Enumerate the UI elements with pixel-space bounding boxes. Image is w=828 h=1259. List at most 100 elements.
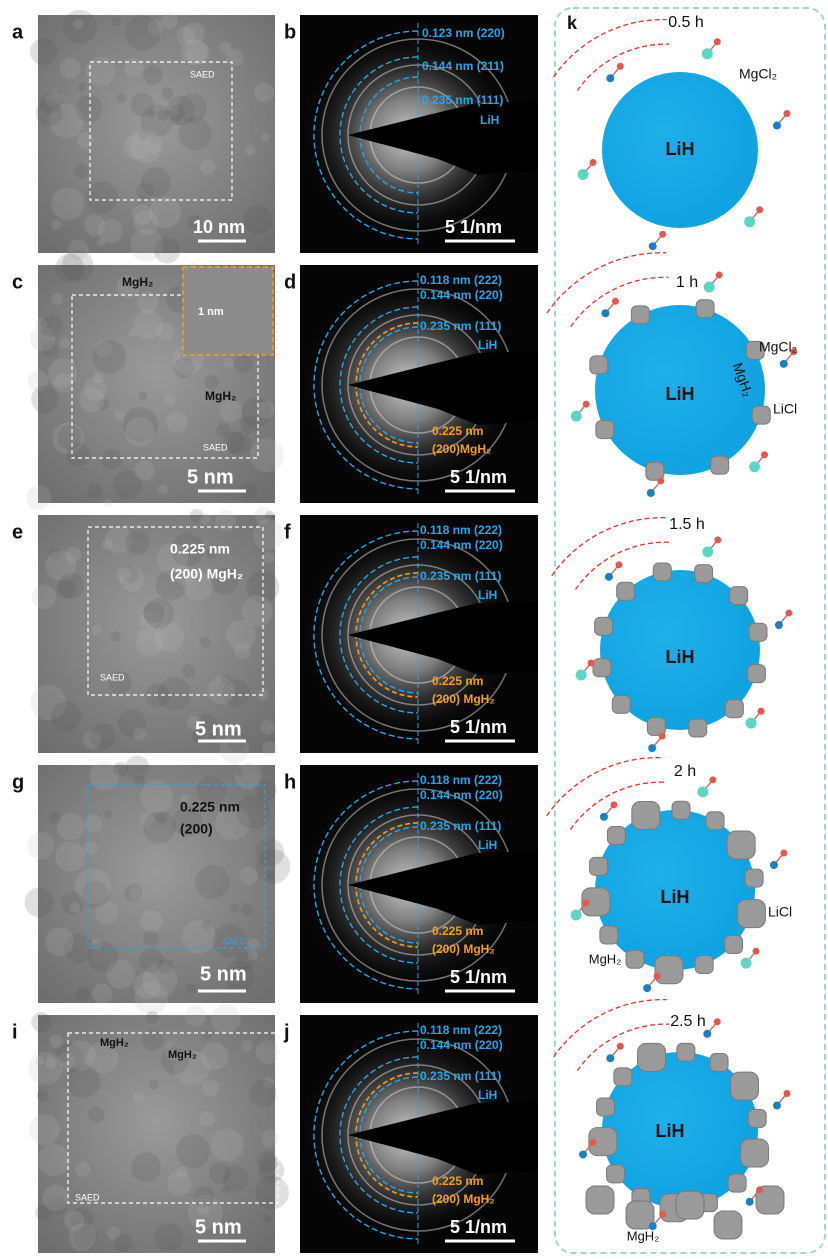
texture <box>143 65 163 85</box>
species-label: MgH₂ <box>589 951 622 966</box>
saed-area <box>89 61 233 201</box>
annotation: LiH <box>480 113 499 127</box>
mgh2-particle <box>630 305 650 325</box>
texture <box>131 1152 161 1183</box>
texture <box>147 19 163 36</box>
texture <box>255 1040 280 1065</box>
texture <box>103 498 112 507</box>
texture <box>97 398 110 411</box>
annotation: 0.144 nm (220) <box>420 1038 503 1052</box>
annotation: 0.225 nm <box>180 799 240 815</box>
texture <box>110 631 121 642</box>
annotation: 5 nm <box>195 718 242 740</box>
beam-stop <box>348 601 538 675</box>
li-atom <box>606 74 615 83</box>
ring-arc <box>313 1030 419 1240</box>
li-atom <box>774 621 783 630</box>
texture <box>166 95 196 126</box>
mgh2-particle <box>694 954 714 974</box>
cl-atom <box>783 110 791 118</box>
texture <box>195 864 230 900</box>
texture <box>75 95 103 123</box>
texture <box>191 729 206 743</box>
texture <box>142 962 178 998</box>
texture <box>35 317 47 330</box>
texture <box>207 676 235 704</box>
texture <box>123 132 151 160</box>
mgh2-particle <box>724 699 744 719</box>
texture <box>116 93 127 104</box>
cl-atom <box>715 271 723 279</box>
lih-particle <box>595 810 755 970</box>
annotation: 5 1/nm <box>450 1217 507 1237</box>
texture <box>133 309 164 340</box>
annotation: 0.235 nm (111) <box>420 819 501 833</box>
mgh2-particle <box>740 1138 770 1168</box>
texture <box>263 1214 272 1223</box>
annotation: 0.144 nm (220) <box>420 538 503 552</box>
texture <box>257 401 275 419</box>
reaction-front <box>576 1023 670 1071</box>
texture <box>148 1079 159 1090</box>
texture <box>198 713 216 732</box>
texture <box>113 1233 133 1253</box>
texture <box>164 394 176 406</box>
li-atom <box>703 1029 712 1038</box>
texture <box>186 715 201 731</box>
texture <box>148 142 160 155</box>
texture <box>136 182 154 200</box>
texture <box>235 951 255 971</box>
texture <box>49 103 85 139</box>
texture <box>121 566 139 583</box>
texture <box>117 708 147 738</box>
schematic-frame <box>554 7 826 1254</box>
texture <box>48 811 62 824</box>
texture <box>171 114 183 126</box>
texture <box>222 430 246 454</box>
species-label: LiH <box>661 887 690 907</box>
mgh2-particle <box>646 716 666 736</box>
texture <box>221 674 233 686</box>
texture <box>166 1171 192 1196</box>
li-atom <box>643 984 652 993</box>
texture <box>116 275 140 298</box>
annotation: 0.225 nm <box>432 424 483 438</box>
reaction-front <box>569 781 665 830</box>
texture <box>261 1129 280 1148</box>
mgh2-particle <box>652 562 672 582</box>
texture <box>36 1089 49 1102</box>
texture <box>175 565 196 586</box>
texture <box>254 507 272 524</box>
cl-atom <box>761 451 769 459</box>
cl-atom <box>658 732 666 740</box>
texture <box>140 780 174 814</box>
texture <box>51 293 64 306</box>
texture <box>264 510 276 522</box>
texture <box>187 214 202 230</box>
panel-label: k <box>567 13 578 33</box>
texture <box>63 933 94 963</box>
texture <box>157 958 173 974</box>
texture <box>178 117 212 151</box>
panel-label: b <box>284 21 296 43</box>
cl-atom <box>611 297 619 305</box>
cl-atom <box>615 561 623 569</box>
mg-atom <box>745 717 757 729</box>
annotation: SAED <box>222 936 247 946</box>
mgh2-particle <box>727 1173 747 1193</box>
cl-atom <box>587 659 595 667</box>
mg-atom <box>703 281 715 293</box>
mgh2-particle <box>654 955 684 985</box>
texture <box>240 415 259 434</box>
texture <box>28 1114 60 1146</box>
texture <box>55 841 86 872</box>
species-label: LiCl <box>773 401 797 417</box>
annotation: (200) MgH₂ <box>432 1192 495 1206</box>
texture <box>84 841 98 856</box>
texture <box>200 1042 229 1071</box>
texture <box>211 1128 244 1162</box>
texture <box>41 339 59 358</box>
texture <box>173 357 195 379</box>
texture <box>37 1143 70 1177</box>
li-atom <box>648 1222 657 1231</box>
